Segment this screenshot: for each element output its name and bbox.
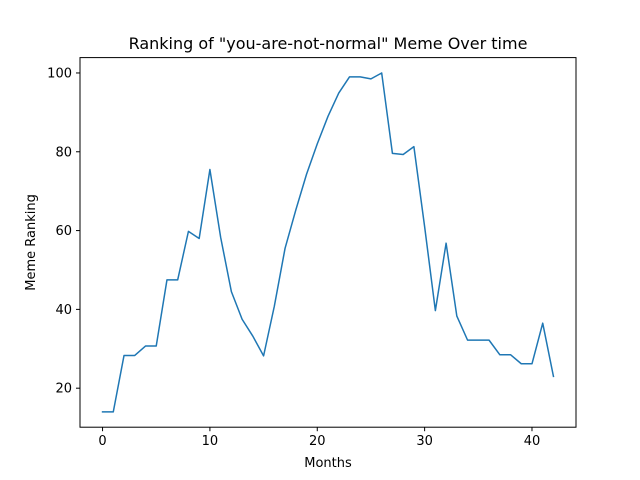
y-tick-label: 20: [55, 382, 72, 397]
y-tick-label: 80: [55, 145, 72, 160]
x-tick-label: 0: [98, 434, 106, 449]
x-axis: 0 10 20 30 40: [98, 427, 540, 449]
y-axis: 20 40 60 80 100: [47, 66, 80, 397]
y-tick-label: 100: [47, 66, 72, 81]
x-tick-label: 40: [524, 434, 541, 449]
x-tick-label: 20: [309, 434, 326, 449]
y-tick-label: 40: [55, 303, 72, 318]
chart-title: Ranking of "you-are-not-normal" Meme Ove…: [129, 34, 528, 53]
x-tick-label: 10: [202, 434, 219, 449]
y-axis-label: Meme Ranking: [24, 194, 39, 291]
x-tick-label: 30: [416, 434, 433, 449]
plot-frame: [79, 57, 577, 428]
y-tick-label: 60: [55, 224, 72, 239]
x-axis-label: Months: [304, 456, 352, 471]
plot-area: [101, 72, 555, 413]
